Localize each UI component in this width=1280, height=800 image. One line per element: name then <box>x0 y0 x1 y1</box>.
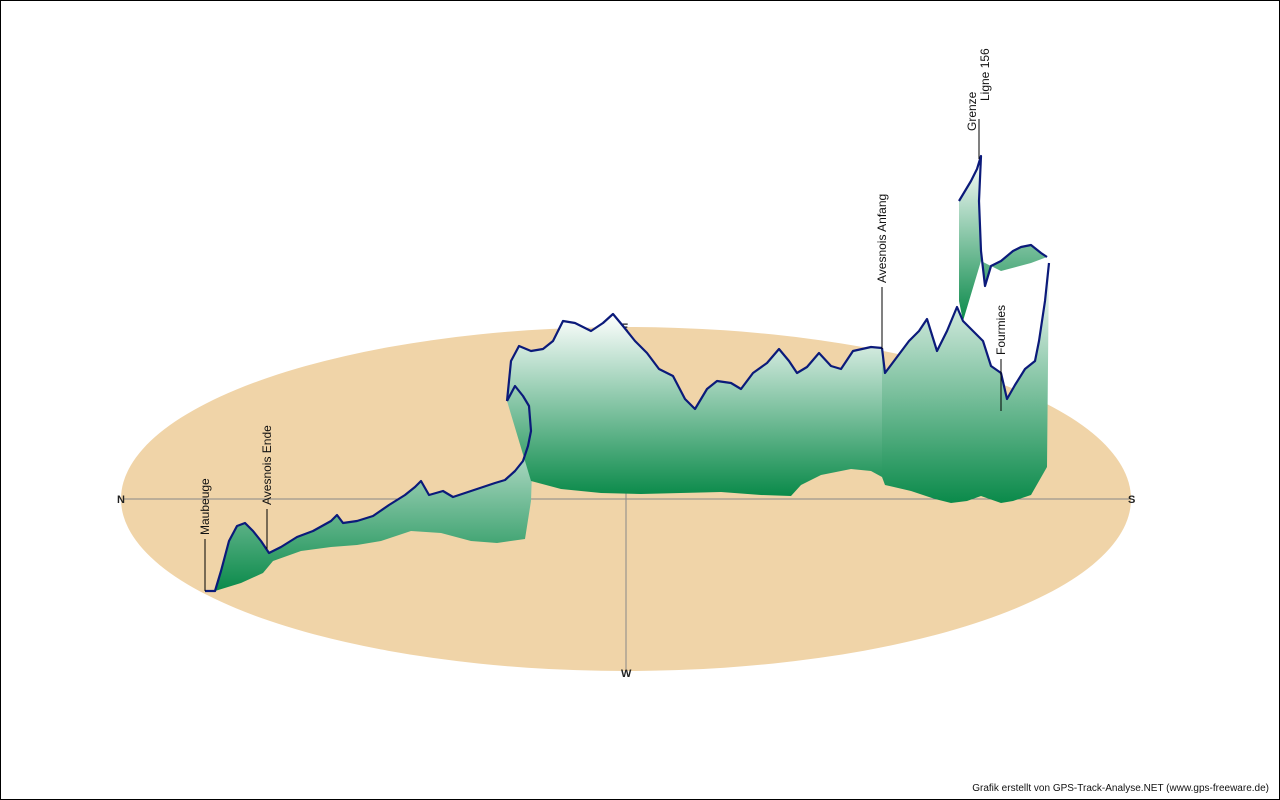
compass-south-label: S <box>1128 494 1135 506</box>
profile-segment-fourmies-line <box>880 262 1051 401</box>
profile-segment-grenze-wall <box>959 156 1047 321</box>
profile-segment-fourmies-wall <box>882 263 1049 503</box>
compass-west-label: W <box>621 668 632 680</box>
waypoint-label-grenze: Grenze <box>965 91 979 131</box>
waypoint-label-ligne-156: Ligne 156 <box>978 48 992 101</box>
waypoint-label-avesnois-ende: Avesnois Ende <box>260 425 274 505</box>
profile-segment-middle-wall <box>507 314 882 496</box>
compass-north-label: N <box>117 494 125 506</box>
profile-lines <box>205 154 1051 593</box>
waypoint-label-maubeuge: Maubeuge <box>198 478 212 535</box>
profile-segment-maubeuge-avesnois-line <box>205 384 533 593</box>
profile-segment-middle-line <box>505 312 883 411</box>
profile-walls <box>205 156 1049 591</box>
waypoint-label-fourmies: Fourmies <box>994 305 1008 355</box>
profile-segment-grenze-line <box>958 154 1048 288</box>
profile-segment-maubeuge-avesnois-wall <box>205 386 532 591</box>
credit-text: Grafik erstellt von GPS-Track-Analyse.NE… <box>972 783 1269 794</box>
waypoint-label-avesnois-anfang: Avesnois Anfang <box>875 194 889 283</box>
